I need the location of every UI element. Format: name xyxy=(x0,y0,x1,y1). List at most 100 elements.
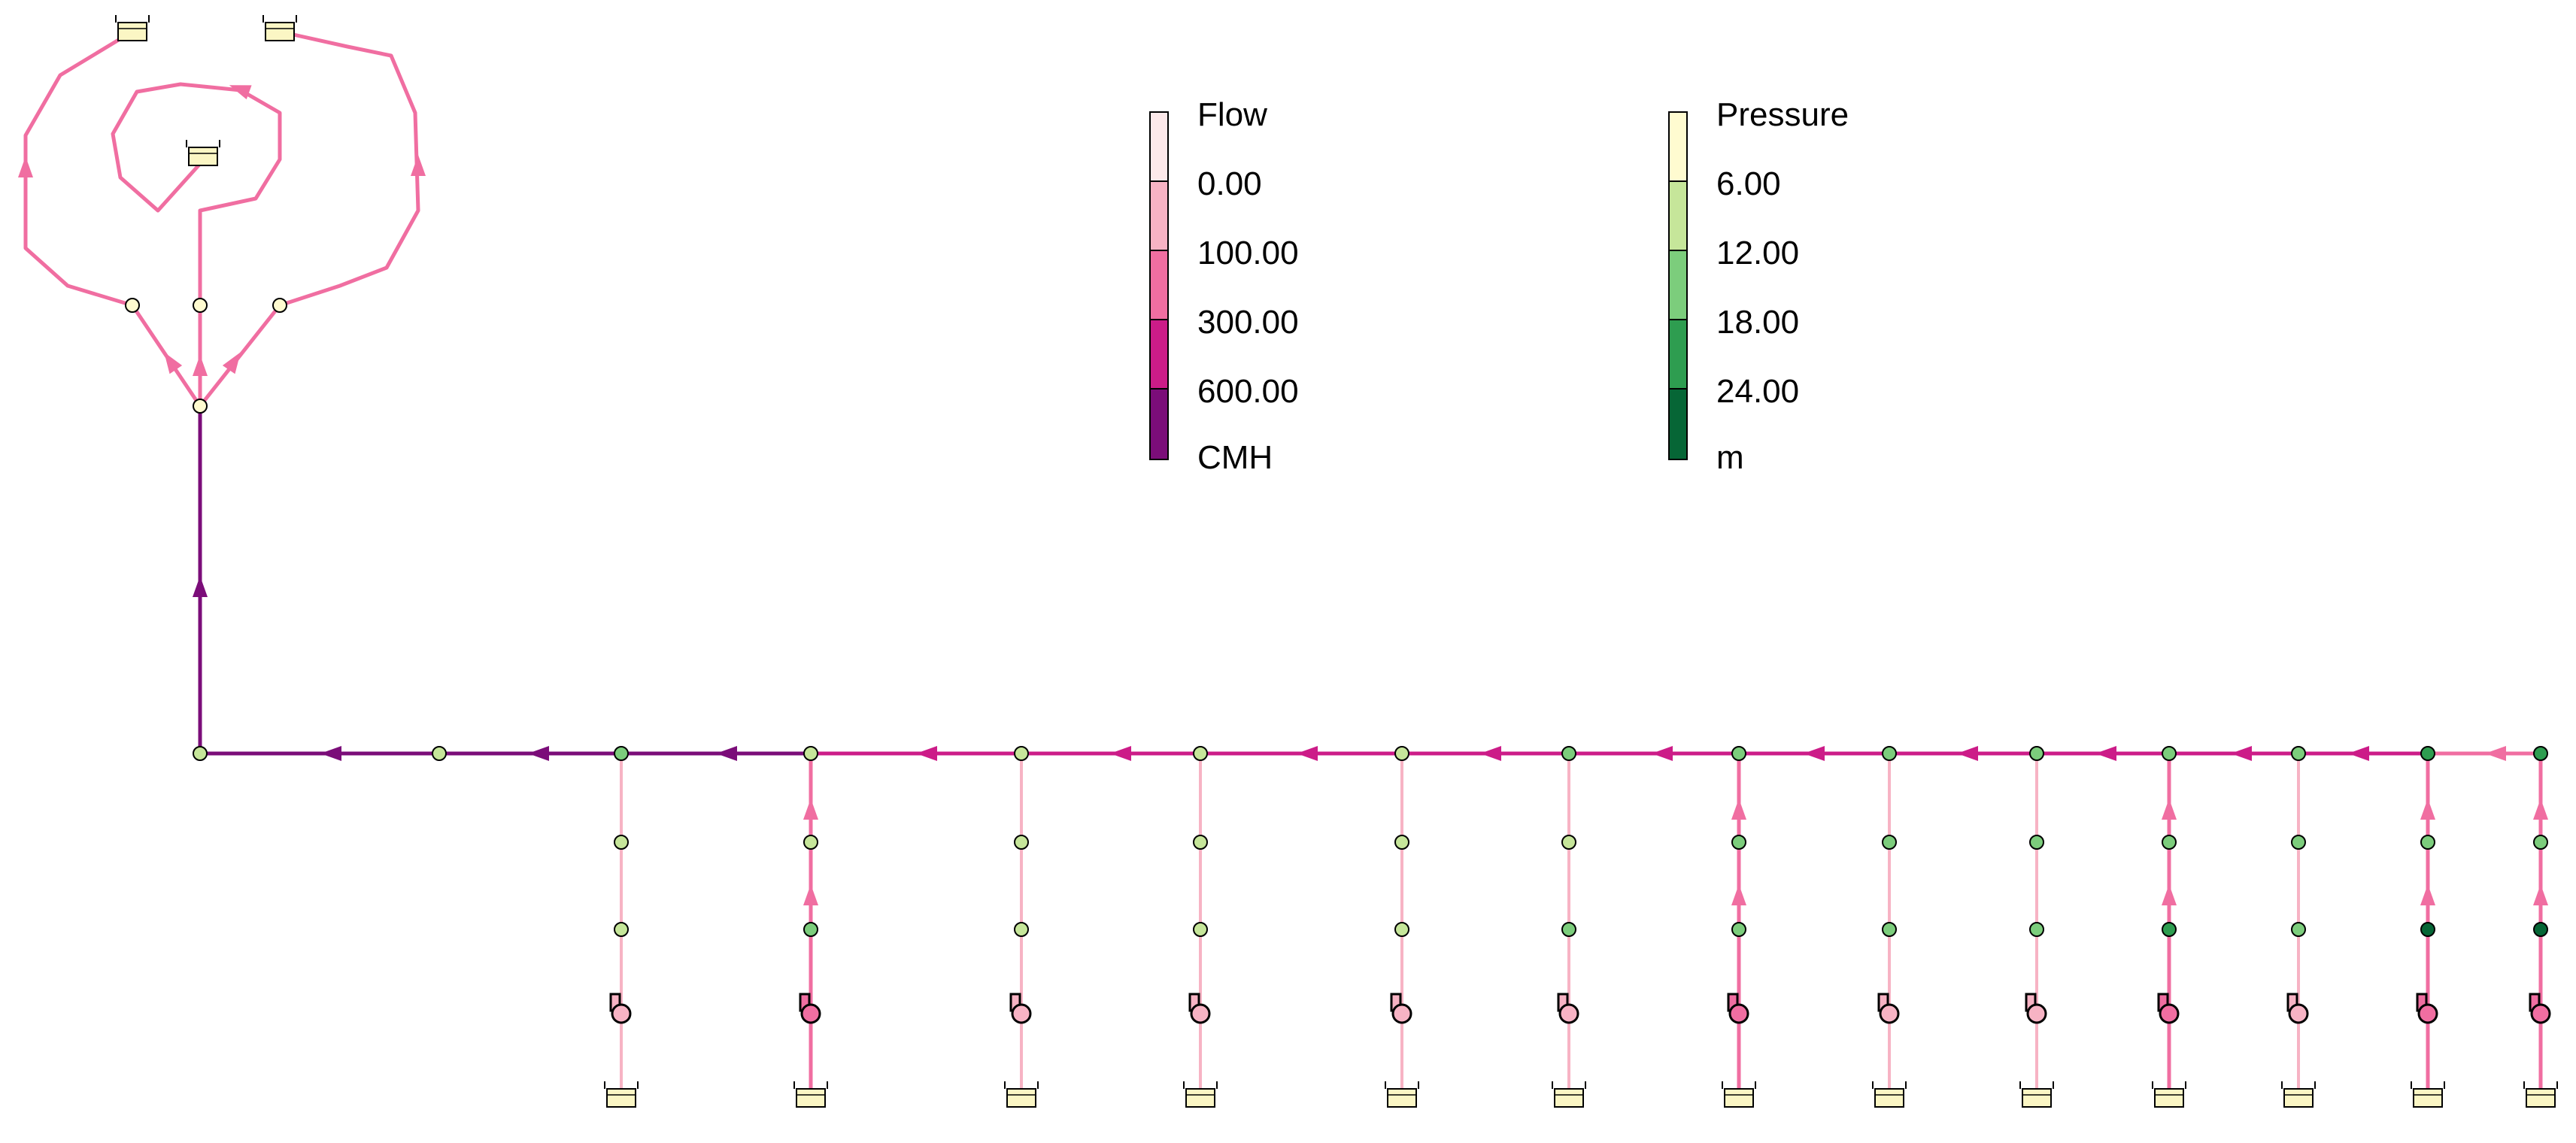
flow-arrow xyxy=(1731,884,1746,905)
pump-icon[interactable] xyxy=(2529,993,2551,1024)
junction-node[interactable] xyxy=(1731,835,1746,850)
flow-arrow xyxy=(222,352,241,374)
pump-icon[interactable] xyxy=(2025,993,2047,1024)
junction-node[interactable] xyxy=(2029,922,2044,937)
junction-node[interactable] xyxy=(803,835,818,850)
reservoir-icon[interactable] xyxy=(2523,1081,2558,1108)
pressure-unit: m xyxy=(1716,439,1744,476)
junction-node[interactable] xyxy=(2420,835,2435,850)
junction-node[interactable] xyxy=(2291,922,2306,937)
pump-icon[interactable] xyxy=(1009,993,1032,1024)
junction-node[interactable] xyxy=(1882,746,1897,761)
reservoir-icon[interactable] xyxy=(2019,1081,2054,1108)
pump-icon[interactable] xyxy=(799,993,821,1024)
junction-node[interactable] xyxy=(614,922,629,937)
flow-swatch-2 xyxy=(1151,182,1167,251)
reservoir-icon[interactable] xyxy=(793,1081,828,1108)
reservoir-icon[interactable] xyxy=(262,15,297,41)
junction-node[interactable] xyxy=(2029,746,2044,761)
reservoir-icon[interactable] xyxy=(1872,1081,1907,1108)
junction-node[interactable] xyxy=(193,298,208,313)
flow-arrow xyxy=(1480,746,1501,761)
flow-arrow xyxy=(716,746,737,761)
junction-node[interactable] xyxy=(803,922,818,937)
junction-node[interactable] xyxy=(2420,922,2435,937)
junction-node[interactable] xyxy=(1394,746,1409,761)
pump-icon[interactable] xyxy=(609,993,632,1024)
junction-node[interactable] xyxy=(1394,835,1409,850)
junction-node[interactable] xyxy=(1193,835,1208,850)
flow-arrow xyxy=(193,355,208,376)
reservoir-icon[interactable] xyxy=(2281,1081,2316,1108)
flow-arrow xyxy=(2231,746,2252,761)
flow-color-bar xyxy=(1149,111,1169,460)
flow-swatch-4 xyxy=(1151,320,1167,390)
junction-node[interactable] xyxy=(2533,746,2548,761)
reservoir-icon[interactable] xyxy=(1722,1081,1756,1108)
junction-node[interactable] xyxy=(432,746,447,761)
junction-node[interactable] xyxy=(1561,835,1576,850)
flow-unit: CMH xyxy=(1197,439,1273,476)
pump-icon[interactable] xyxy=(1727,993,1749,1024)
junction-node[interactable] xyxy=(1014,746,1029,761)
pressure-swatch-5 xyxy=(1670,390,1686,459)
reservoir-icon[interactable] xyxy=(1385,1081,1419,1108)
junction-node[interactable] xyxy=(1193,746,1208,761)
junction-node[interactable] xyxy=(1014,835,1029,850)
junction-node[interactable] xyxy=(1014,922,1029,937)
junction-node[interactable] xyxy=(193,399,208,414)
flow-arrow xyxy=(1297,746,1318,761)
flow-arrow xyxy=(411,155,426,176)
junction-node[interactable] xyxy=(2420,746,2435,761)
reservoir-icon[interactable] xyxy=(1552,1081,1586,1108)
flow-arrow xyxy=(2533,884,2548,905)
reservoir-icon[interactable] xyxy=(115,15,150,41)
flow-arrow xyxy=(2162,884,2177,905)
junction-node[interactable] xyxy=(2291,835,2306,850)
pressure-legend: Pressure 6.00 12.00 18.00 24.00 m xyxy=(1668,96,2044,496)
flow-arrow xyxy=(229,85,252,100)
flow-arrow xyxy=(1804,746,1825,761)
flow-arrow xyxy=(1957,746,1978,761)
junction-node[interactable] xyxy=(1882,922,1897,937)
pump-icon[interactable] xyxy=(1877,993,1900,1024)
junction-node[interactable] xyxy=(803,746,818,761)
pump-icon[interactable] xyxy=(2416,993,2438,1024)
reservoir-icon[interactable] xyxy=(2411,1081,2445,1108)
pump-icon[interactable] xyxy=(2286,993,2309,1024)
junction-node[interactable] xyxy=(2029,835,2044,850)
reservoir-icon[interactable] xyxy=(186,140,220,166)
junction-node[interactable] xyxy=(614,835,629,850)
junction-node[interactable] xyxy=(125,298,140,313)
junction-node[interactable] xyxy=(2162,746,2177,761)
reservoir-icon[interactable] xyxy=(604,1081,639,1108)
pressure-swatch-3 xyxy=(1670,251,1686,320)
pressure-color-bar xyxy=(1668,111,1688,460)
junction-node[interactable] xyxy=(193,746,208,761)
junction-node[interactable] xyxy=(1731,922,1746,937)
junction-node[interactable] xyxy=(272,298,287,313)
junction-node[interactable] xyxy=(1193,922,1208,937)
pump-icon[interactable] xyxy=(2157,993,2180,1024)
junction-node[interactable] xyxy=(2162,922,2177,937)
pressure-threshold-1: 6.00 xyxy=(1716,165,1781,202)
flow-arrow xyxy=(18,156,33,177)
junction-node[interactable] xyxy=(614,746,629,761)
reservoir-icon[interactable] xyxy=(1004,1081,1039,1108)
pump-icon[interactable] xyxy=(1557,993,1579,1024)
junction-node[interactable] xyxy=(1882,835,1897,850)
junction-node[interactable] xyxy=(2162,835,2177,850)
junction-node[interactable] xyxy=(2533,922,2548,937)
junction-node[interactable] xyxy=(1731,746,1746,761)
junction-node[interactable] xyxy=(2291,746,2306,761)
reservoir-icon[interactable] xyxy=(2152,1081,2186,1108)
pump-icon[interactable] xyxy=(1188,993,1211,1024)
pump-icon[interactable] xyxy=(1390,993,1412,1024)
flow-arrow xyxy=(1652,746,1673,761)
reservoir-icon[interactable] xyxy=(1183,1081,1218,1108)
junction-node[interactable] xyxy=(1561,746,1576,761)
junction-node[interactable] xyxy=(1394,922,1409,937)
flow-threshold-1: 0.00 xyxy=(1197,165,1262,202)
junction-node[interactable] xyxy=(2533,835,2548,850)
junction-node[interactable] xyxy=(1561,922,1576,937)
